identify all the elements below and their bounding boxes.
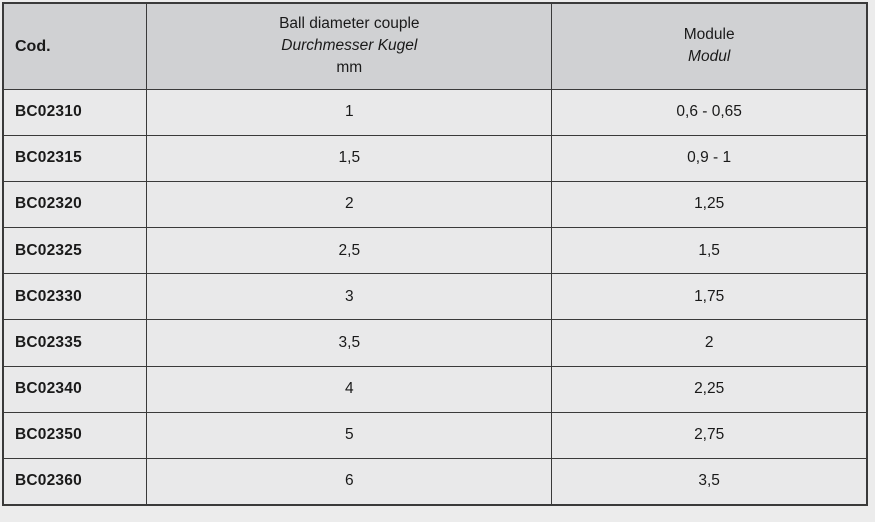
header-module: Module Modul xyxy=(551,2,868,90)
table-row: BC02320 2 1,25 xyxy=(2,180,868,229)
code-cell: BC02325 xyxy=(2,227,148,275)
module-cell: 2 xyxy=(551,319,868,367)
table-row: BC02335 3,5 2 xyxy=(2,319,868,367)
code-cell: BC02340 xyxy=(2,365,148,413)
code-cell: BC02320 xyxy=(2,180,148,229)
module-cell: 3,5 xyxy=(551,457,868,506)
ball-diameter-cell: 3 xyxy=(146,273,553,321)
ball-diameter-cell: 1 xyxy=(146,88,553,136)
ball-diameter-cell: 1,5 xyxy=(146,134,553,182)
ball-diameter-cell: 3,5 xyxy=(146,319,553,367)
table-row: BC02310 1 0,6 - 0,65 xyxy=(2,88,868,136)
code-cell: BC02360 xyxy=(2,457,148,506)
module-cell: 2,75 xyxy=(551,411,868,460)
code-cell: BC02350 xyxy=(2,411,148,460)
header-ball-diameter: Ball diameter couple Durchmesser Kugel m… xyxy=(146,2,553,90)
ball-diameter-cell: 2,5 xyxy=(146,227,553,275)
ball-diameter-module-table: Cod. Ball diameter couple Durchmesser Ku… xyxy=(2,2,868,506)
module-cell: 1,25 xyxy=(551,180,868,229)
header-ball-line2: Durchmesser Kugel xyxy=(281,37,418,55)
header-cod: Cod. xyxy=(2,2,148,90)
header-module-line2: Modul xyxy=(688,48,731,66)
header-module-line1: Module xyxy=(683,25,735,43)
table-row: BC02315 1,5 0,9 - 1 xyxy=(2,134,868,182)
header-cod-label: Cod. xyxy=(15,37,51,55)
table-row: BC02340 4 2,25 xyxy=(2,365,868,413)
module-cell: 2,25 xyxy=(551,365,868,413)
spec-table-container: Cod. Ball diameter couple Durchmesser Ku… xyxy=(2,2,868,506)
code-cell: BC02330 xyxy=(2,273,148,321)
table-header: Cod. Ball diameter couple Durchmesser Ku… xyxy=(2,2,868,90)
module-cell: 1,75 xyxy=(551,273,868,321)
table-row: BC02360 6 3,5 xyxy=(2,457,868,506)
header-ball-line1: Ball diameter couple xyxy=(279,14,420,32)
module-cell: 0,9 - 1 xyxy=(551,134,868,182)
code-cell: BC02335 xyxy=(2,319,148,367)
table-row: BC02330 3 1,75 xyxy=(2,273,868,321)
code-cell: BC02310 xyxy=(2,88,148,136)
header-row: Cod. Ball diameter couple Durchmesser Ku… xyxy=(2,2,868,90)
code-cell: BC02315 xyxy=(2,134,148,182)
table-row: BC02325 2,5 1,5 xyxy=(2,227,868,275)
module-cell: 0,6 - 0,65 xyxy=(551,88,868,136)
table-row: BC02350 5 2,75 xyxy=(2,411,868,460)
module-cell: 1,5 xyxy=(551,227,868,275)
table-body: BC02310 1 0,6 - 0,65 BC02315 1,5 0,9 - 1… xyxy=(2,88,868,506)
ball-diameter-cell: 2 xyxy=(146,180,553,229)
header-ball-line3: mm xyxy=(336,59,363,77)
ball-diameter-cell: 4 xyxy=(146,365,553,413)
ball-diameter-cell: 6 xyxy=(146,457,553,506)
ball-diameter-cell: 5 xyxy=(146,411,553,460)
